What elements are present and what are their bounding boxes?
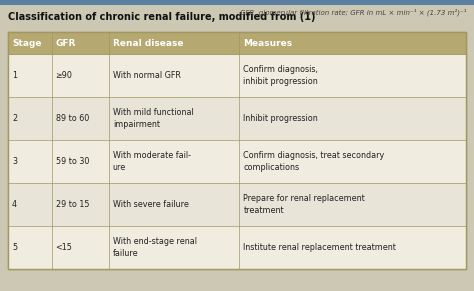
Bar [8, 226, 466, 269]
Text: With mild functional
impairment: With mild functional impairment [113, 108, 193, 129]
Text: With severe failure: With severe failure [113, 200, 189, 209]
Text: 59 to 30: 59 to 30 [55, 157, 89, 166]
Text: <15: <15 [55, 243, 73, 252]
Bar [8, 32, 466, 269]
Bar [8, 32, 466, 269]
Text: With normal GFR: With normal GFR [113, 71, 181, 80]
Text: Prepare for renal replacement
treatment: Prepare for renal replacement treatment [243, 194, 365, 215]
Text: Classification of chronic renal failure, modified from (1): Classification of chronic renal failure,… [8, 12, 316, 22]
Text: Stage: Stage [12, 38, 42, 47]
Text: 89 to 60: 89 to 60 [55, 114, 89, 123]
Bar [0, 0, 474, 5]
Text: Renal disease: Renal disease [113, 38, 183, 47]
Text: ≥90: ≥90 [55, 71, 73, 80]
Text: 1: 1 [12, 71, 17, 80]
Text: Confirm diagnosis,
inhibit progression: Confirm diagnosis, inhibit progression [243, 65, 318, 86]
Text: Measures: Measures [243, 38, 292, 47]
Text: Institute renal replacement treatment: Institute renal replacement treatment [243, 243, 396, 252]
Text: Inhibit progression: Inhibit progression [243, 114, 318, 123]
Text: With end-stage renal
failure: With end-stage renal failure [113, 237, 197, 258]
Text: GFR, glomerular filtration rate; GFR in mL × min⁻¹ × (1.73 m²)⁻¹: GFR, glomerular filtration rate; GFR in … [239, 8, 466, 15]
Bar [8, 97, 466, 140]
Text: GFR: GFR [55, 38, 76, 47]
Text: Confirm diagnosis, treat secondary
complications: Confirm diagnosis, treat secondary compl… [243, 151, 384, 172]
Text: 2: 2 [12, 114, 17, 123]
Bar [8, 32, 466, 54]
Bar [8, 183, 466, 226]
Bar [8, 140, 466, 183]
Text: 4: 4 [12, 200, 17, 209]
Text: 3: 3 [12, 157, 17, 166]
Bar [8, 54, 466, 97]
Text: With moderate fail-
ure: With moderate fail- ure [113, 151, 191, 172]
Text: 29 to 15: 29 to 15 [55, 200, 89, 209]
Text: 5: 5 [12, 243, 17, 252]
